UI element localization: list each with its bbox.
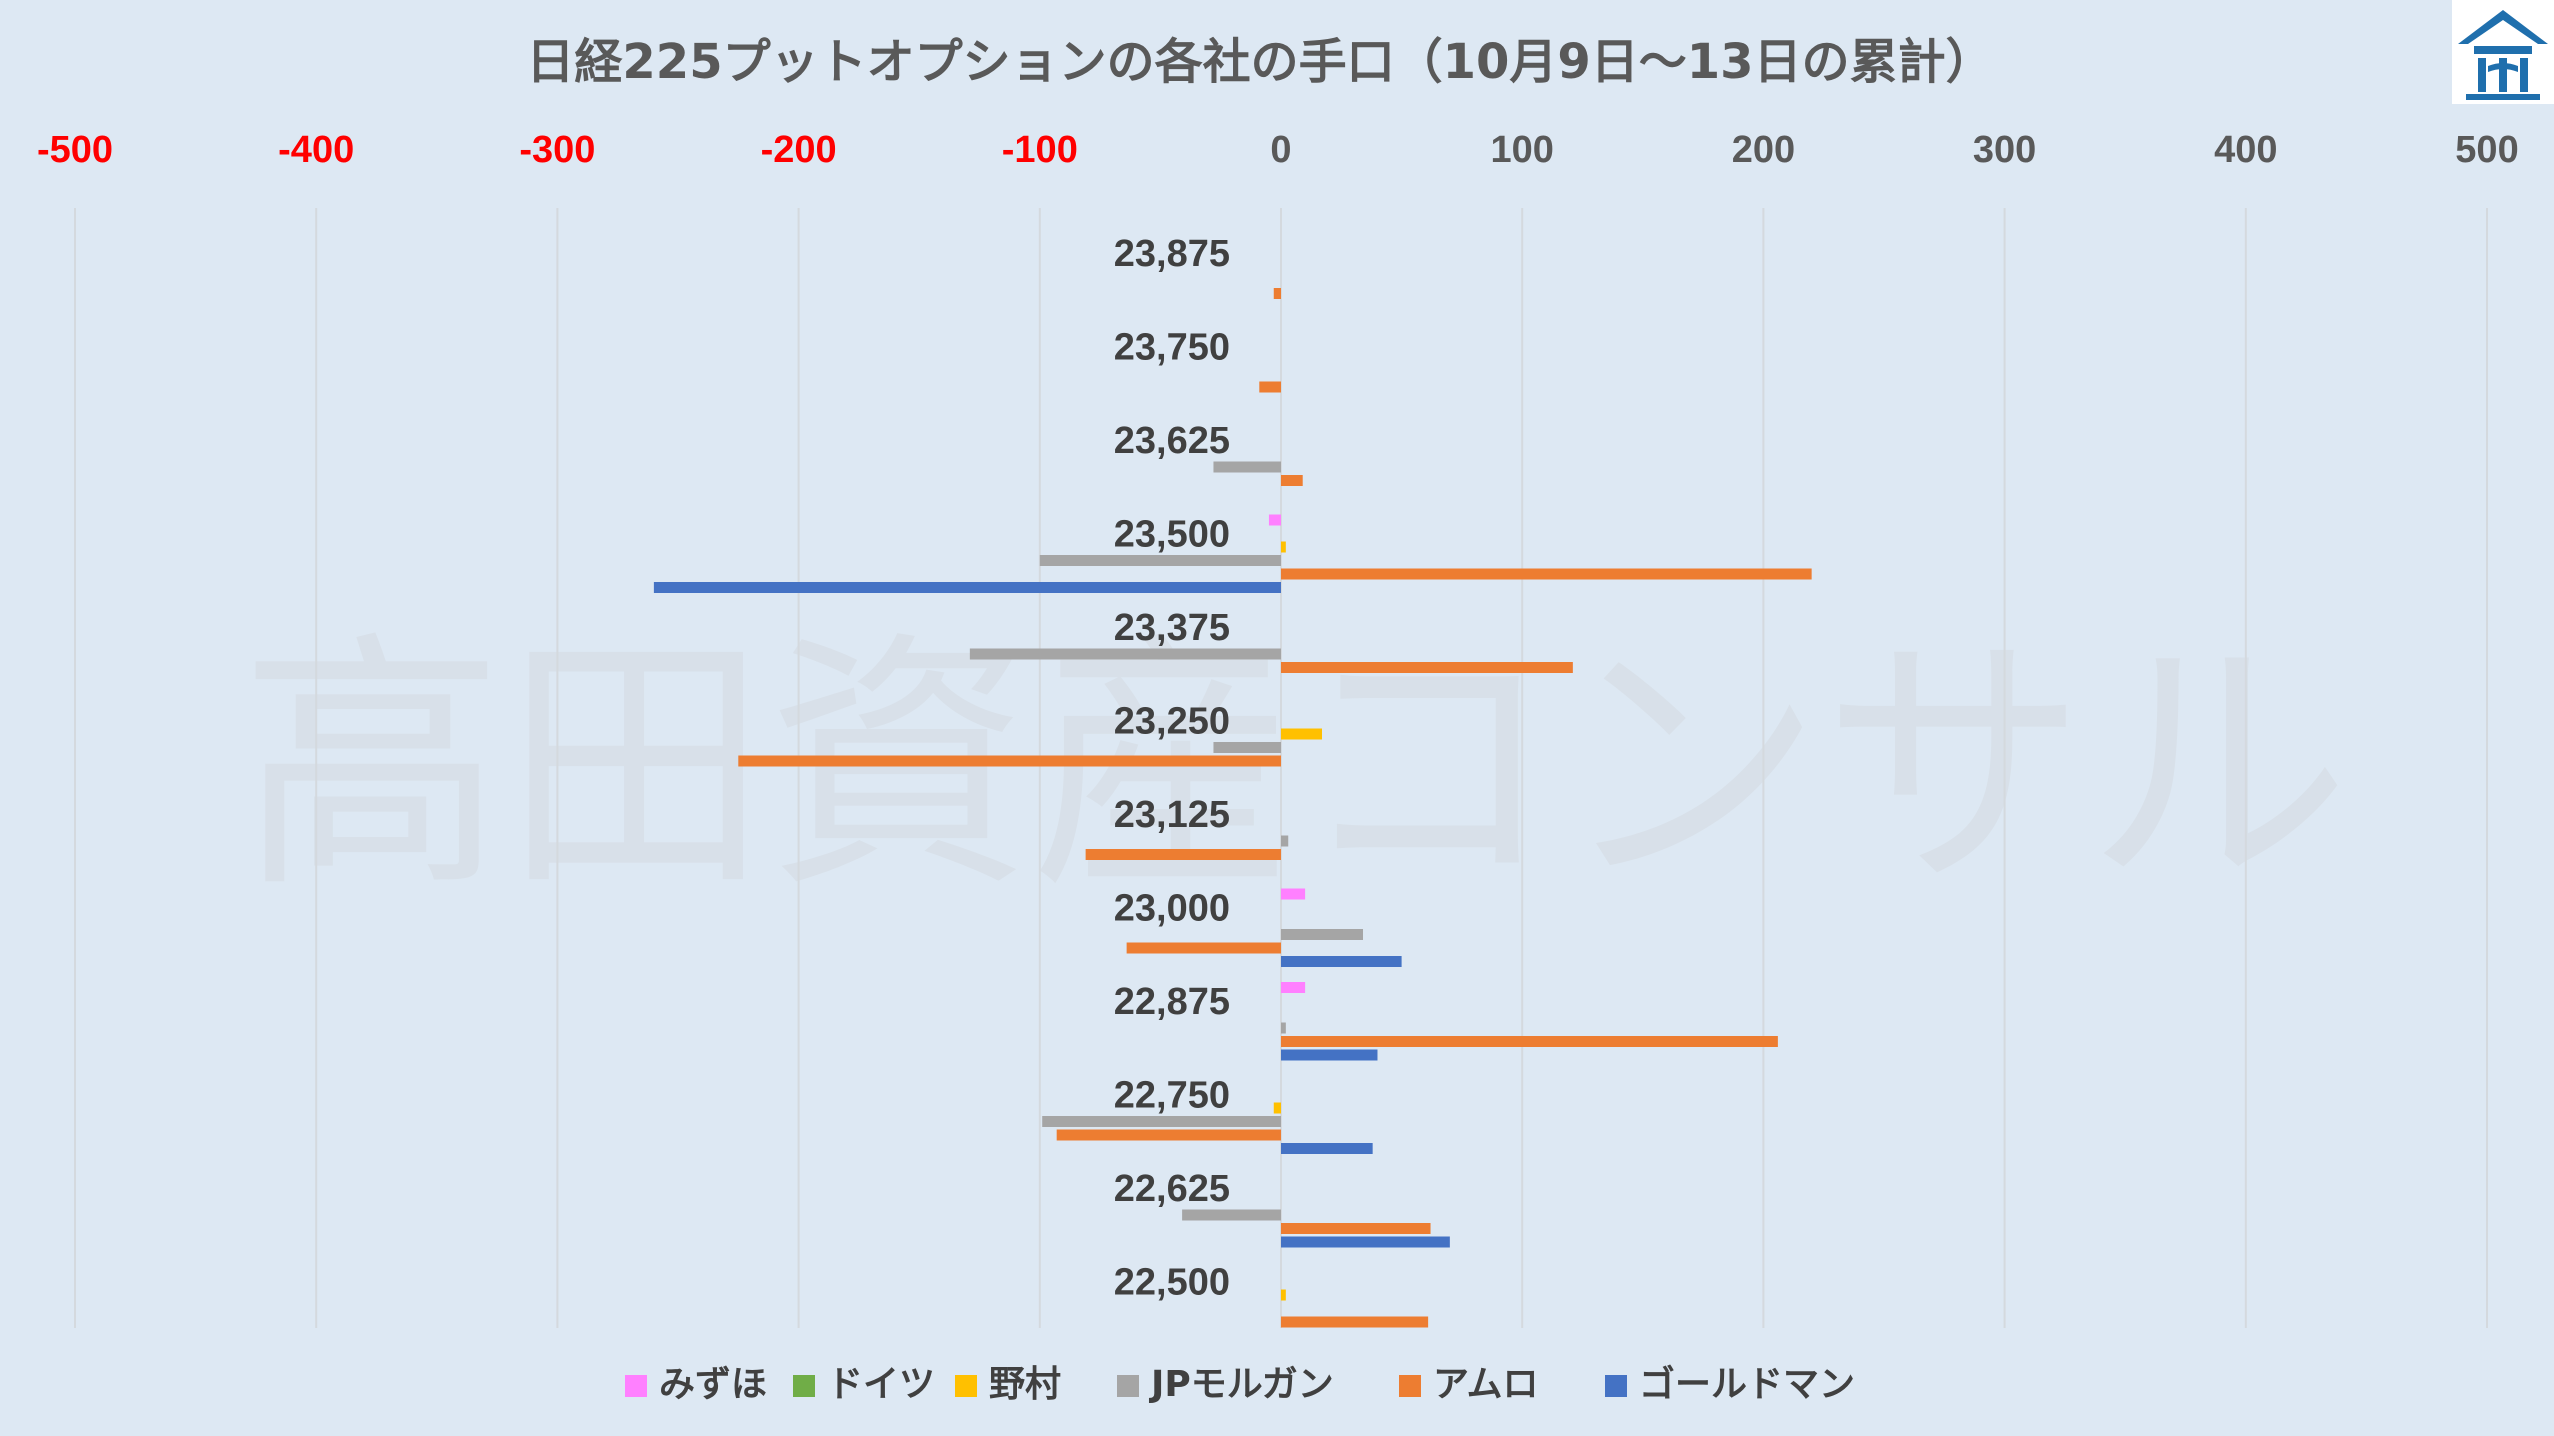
- bar-4-8: [1281, 929, 1364, 940]
- category-label: 22,625: [1114, 1168, 1230, 1210]
- bar-1-4: [1268, 514, 1281, 526]
- category-labels: 23,875 23,750 23,625 23,500 23,375 23,250 23,1…: [1114, 233, 1230, 1304]
- house-logo-icon: [2458, 10, 2548, 100]
- bar-4-4: [1039, 555, 1281, 566]
- bar-4-7: [1281, 835, 1289, 847]
- legend-label: ゴールドマン: [1639, 1363, 1855, 1405]
- watermark-text: 高田資産コンサル: [240, 609, 2350, 924]
- bars: [653, 288, 1812, 1328]
- x-tick-label: -400: [278, 129, 354, 171]
- category-label: 23,375: [1114, 607, 1230, 649]
- x-tick-label: -100: [1002, 129, 1078, 171]
- bar-3-12: [1281, 1289, 1286, 1301]
- bar-4-11: [1182, 1209, 1281, 1221]
- category-label: 22,500: [1114, 1262, 1230, 1304]
- legend-swatch: [793, 1375, 815, 1397]
- category-label: 23,750: [1114, 327, 1230, 369]
- x-axis-ticks: -500 -400 -300 -200 -100 0 100 200 300 400 500: [37, 129, 2519, 171]
- bar-4-3: [1213, 461, 1281, 473]
- grid-lines: [74, 208, 2488, 1328]
- category-label: 23,250: [1114, 701, 1230, 743]
- bar-6-8: [1281, 956, 1402, 967]
- category-label: 22,750: [1114, 1075, 1230, 1117]
- legend-swatch: [955, 1375, 977, 1397]
- bar-5-1: [1273, 288, 1281, 299]
- bar-5-3: [1281, 475, 1303, 486]
- bar-1-9: [1281, 982, 1306, 993]
- category-label: 23,000: [1114, 888, 1230, 930]
- category-label: 23,625: [1114, 420, 1230, 462]
- legend-label: JPモルガン: [1148, 1364, 1334, 1405]
- x-tick-label: 200: [1732, 129, 1795, 171]
- legend: みずほ ドイツ 野村 JPモルガン アムロ ゴールドマン: [625, 1363, 1855, 1405]
- legend-label: アムロ: [1433, 1364, 1538, 1405]
- bar-5-9: [1281, 1036, 1778, 1047]
- bar-5-2: [1259, 381, 1281, 393]
- x-tick-label: 400: [2214, 129, 2277, 171]
- bar-5-5: [1281, 662, 1573, 673]
- bar-6-10: [1281, 1143, 1373, 1154]
- bar-5-10: [1056, 1129, 1281, 1141]
- legend-swatch: [1399, 1375, 1421, 1397]
- bar-4-5: [969, 648, 1281, 660]
- bar-5-7: [1085, 849, 1281, 860]
- category-label: 23,875: [1114, 233, 1230, 275]
- bar-5-8: [1126, 942, 1281, 954]
- legend-swatch: [1117, 1375, 1139, 1397]
- bar-1-8: [1281, 888, 1306, 900]
- x-tick-label: 300: [1973, 129, 2036, 171]
- bar-6-11: [1281, 1236, 1450, 1248]
- legend-label: みずほ: [659, 1364, 767, 1405]
- x-tick-label: 100: [1490, 129, 1553, 171]
- bar-4-9: [1281, 1022, 1286, 1034]
- bar-5-11: [1281, 1223, 1431, 1234]
- bar-4-10: [1042, 1116, 1281, 1127]
- x-tick-label: -200: [761, 129, 837, 171]
- bar-6-9: [1281, 1049, 1378, 1061]
- legend-label: ドイツ: [827, 1364, 935, 1405]
- company-logo: [2452, 0, 2554, 104]
- x-tick-label: 0: [1270, 129, 1291, 171]
- category-label: 23,125: [1114, 794, 1230, 836]
- bar-3-6: [1281, 728, 1323, 740]
- bar-5-6: [738, 755, 1281, 767]
- bar-5-4: [1281, 568, 1812, 580]
- x-tick-label: -500: [37, 129, 113, 171]
- chart-title: 日経225プットオプションの各社の手口（10月9日～13日の累計）: [526, 34, 1993, 90]
- category-label: 22,875: [1114, 981, 1230, 1023]
- category-label: 23,500: [1114, 514, 1230, 556]
- legend-swatch: [625, 1375, 647, 1397]
- x-tick-label: 500: [2455, 129, 2518, 171]
- bar-4-6: [1213, 742, 1281, 753]
- legend-label: 野村: [989, 1364, 1061, 1405]
- bar-3-10: [1273, 1102, 1281, 1114]
- bar-5-12: [1281, 1316, 1429, 1328]
- bar-6-4: [653, 582, 1281, 593]
- legend-swatch: [1605, 1375, 1627, 1397]
- x-tick-label: -300: [519, 129, 595, 171]
- bar-3-4: [1281, 541, 1286, 553]
